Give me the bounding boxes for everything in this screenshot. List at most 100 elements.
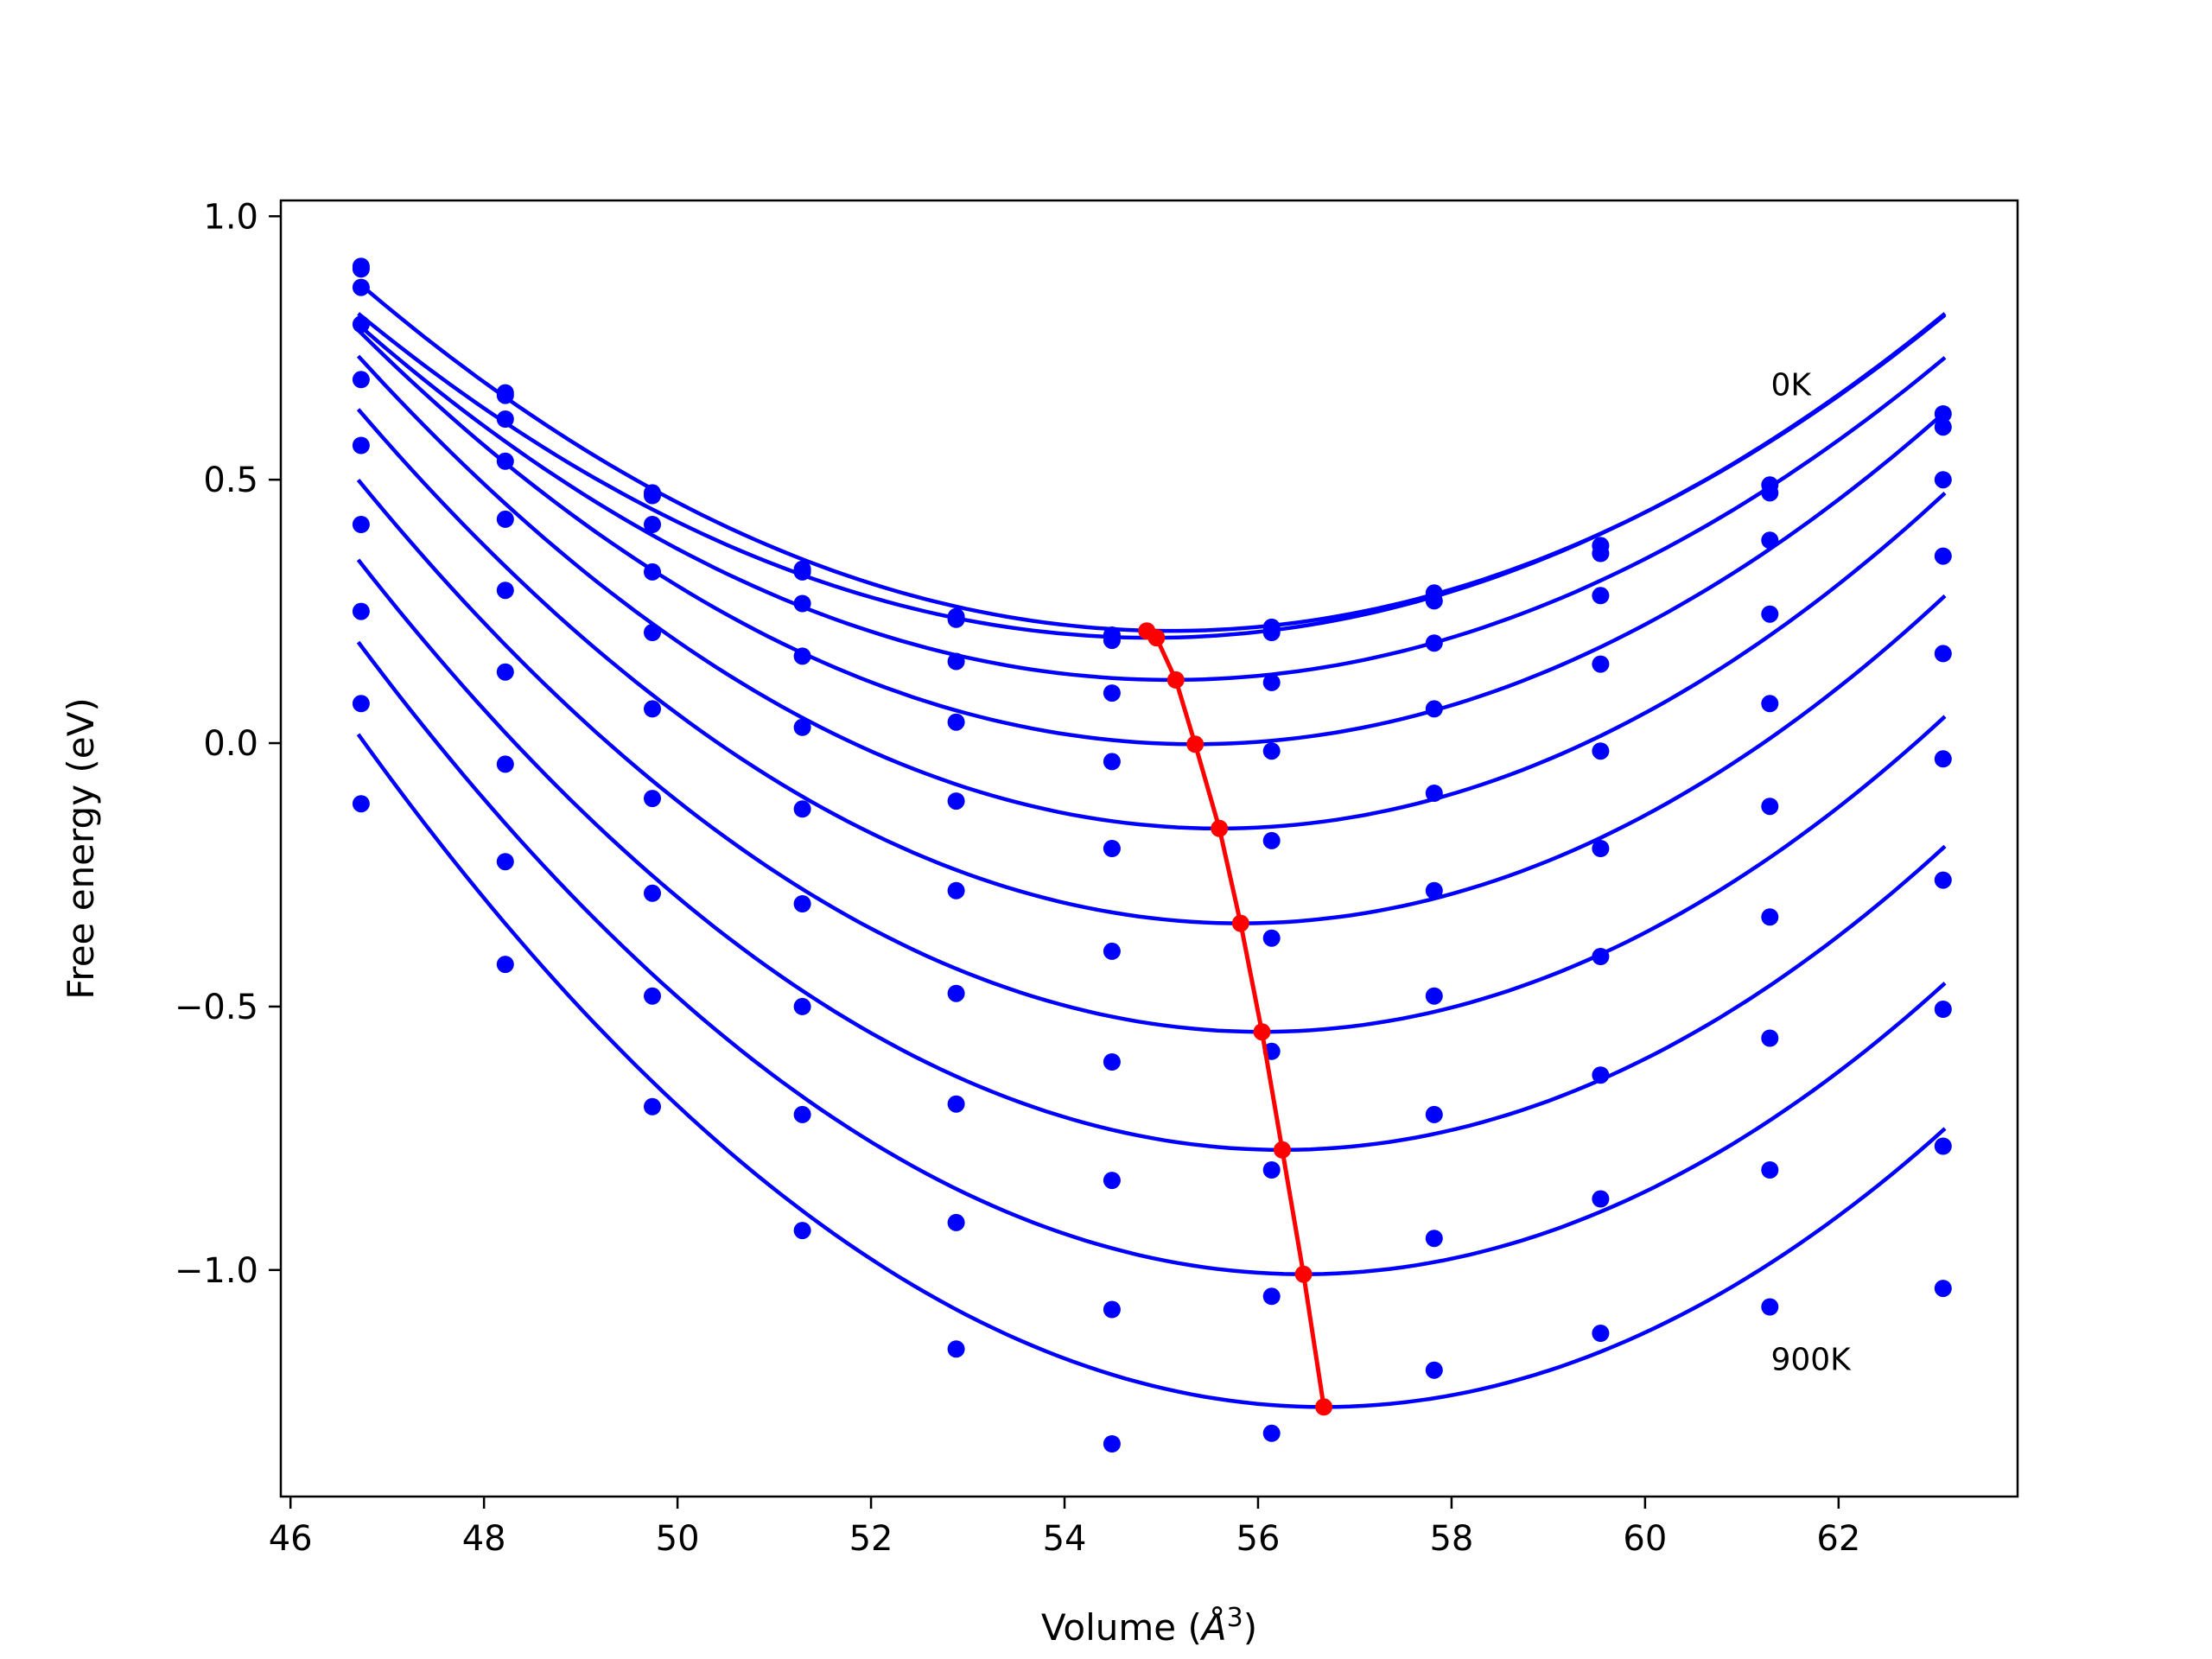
data-point-s8-7 — [1425, 1230, 1443, 1248]
data-point-s3-5 — [1103, 753, 1121, 771]
data-point-s3-10 — [1934, 547, 1952, 565]
x-tick-label-52: 52 — [849, 1519, 893, 1559]
data-point-s5-5 — [1103, 942, 1121, 960]
data-point-s5-4 — [947, 881, 965, 899]
data-point-s6-5 — [1103, 1053, 1121, 1071]
x-tick-label-46: 46 — [269, 1519, 313, 1559]
minimum-point-1 — [1147, 629, 1166, 647]
data-point-s7-0 — [352, 602, 370, 620]
data-point-s5-9 — [1761, 798, 1779, 816]
data-point-s1-9 — [1761, 484, 1779, 502]
data-point-s3-6 — [1262, 742, 1281, 760]
data-point-s6-10 — [1934, 871, 1952, 889]
data-point-s1-4 — [947, 610, 965, 628]
data-point-s6-9 — [1761, 908, 1779, 926]
data-point-s2-5 — [1103, 684, 1121, 702]
data-point-s4-5 — [1103, 840, 1121, 857]
data-point-s6-1 — [496, 663, 514, 681]
data-point-s8-6 — [1262, 1287, 1281, 1306]
data-point-s2-3 — [793, 594, 811, 613]
data-point-s9-5 — [1103, 1435, 1121, 1452]
data-point-s8-2 — [644, 987, 661, 1005]
data-point-s1-1 — [496, 386, 514, 404]
data-point-s2-2 — [644, 516, 661, 533]
data-point-s7-5 — [1103, 1172, 1121, 1190]
fit-curve-4 — [356, 354, 1947, 831]
data-point-s4-1 — [496, 510, 514, 528]
data-point-s4-4 — [947, 792, 965, 810]
fit-curve-3 — [357, 328, 1947, 747]
data-point-s6-8 — [1592, 948, 1610, 965]
minimum-point-7 — [1274, 1141, 1291, 1159]
y-axis-label: Free energy (eV) — [60, 697, 102, 1000]
data-point-s9-6 — [1262, 1424, 1281, 1442]
y-axis-ticks: 1.0 0.5 0.0 −0.5 −1.0 — [175, 197, 281, 1291]
data-point-s2-6 — [1262, 673, 1281, 691]
data-point-s2-9 — [1761, 531, 1779, 550]
x-tick-label-58: 58 — [1429, 1519, 1473, 1559]
y-tick-label-1: 0.5 — [203, 461, 258, 500]
data-point-s3-8 — [1592, 655, 1610, 673]
data-point-s5-10 — [1934, 750, 1952, 768]
x-tick-label-50: 50 — [656, 1519, 700, 1559]
data-point-s8-3 — [793, 1105, 811, 1123]
data-point-s1-3 — [793, 563, 811, 581]
y-tick-label-4: −1.0 — [175, 1251, 258, 1291]
x-tick-label-56: 56 — [1236, 1519, 1281, 1559]
data-point-s7-4 — [947, 1095, 965, 1113]
data-point-s3-0 — [352, 315, 370, 334]
data-point-s7-1 — [496, 755, 514, 773]
data-point-s6-7 — [1425, 987, 1443, 1005]
fit-curve-2 — [357, 322, 1947, 683]
data-point-s5-2 — [644, 700, 661, 718]
minimum-point-9 — [1315, 1398, 1333, 1416]
data-point-s3-1 — [496, 452, 514, 470]
y-tick-label-2: 0.0 — [203, 724, 258, 764]
fit-curve-6 — [356, 478, 1947, 1034]
data-point-s7-6 — [1262, 1161, 1281, 1179]
data-point-s9-2 — [644, 1097, 661, 1116]
minimum-point-3 — [1186, 735, 1205, 753]
minimum-point-5 — [1231, 914, 1249, 932]
data-point-s1-7 — [1425, 592, 1443, 610]
minimum-path — [1138, 622, 1333, 1416]
data-point-s4-6 — [1262, 831, 1281, 849]
plot-frame — [279, 199, 2019, 1498]
x-tick-label-60: 60 — [1623, 1519, 1667, 1559]
data-point-s7-3 — [793, 997, 811, 1015]
x-axis-label: Volume (Å3) — [1041, 1603, 1257, 1649]
data-point-s4-3 — [793, 718, 811, 736]
data-point-s4-10 — [1934, 645, 1952, 663]
data-point-s6-3 — [793, 895, 811, 912]
fit-curve-5 — [356, 408, 1947, 925]
data-point-s4-7 — [1425, 785, 1443, 802]
data-point-s9-0 — [352, 795, 370, 813]
data-point-s8-8 — [1592, 1190, 1610, 1208]
annotation-0: 0K — [1770, 368, 1812, 404]
minimum-point-4 — [1211, 819, 1229, 837]
y-tick-label-3: −0.5 — [175, 988, 258, 1027]
data-point-s5-7 — [1425, 881, 1443, 899]
data-point-s9-8 — [1592, 1325, 1610, 1342]
data-point-s2-10 — [1934, 471, 1952, 489]
minimum-point-8 — [1294, 1265, 1313, 1283]
data-point-s8-4 — [947, 1213, 965, 1231]
data-point-s4-9 — [1761, 695, 1779, 713]
data-point-s9-3 — [793, 1222, 811, 1240]
data-point-s9-10 — [1934, 1280, 1952, 1298]
data-point-s7-10 — [1934, 1001, 1952, 1018]
data-point-s5-0 — [352, 436, 370, 454]
x-tick-label-48: 48 — [462, 1519, 506, 1559]
data-point-s2-0 — [352, 278, 370, 296]
data-point-s3-3 — [793, 647, 811, 665]
data-point-s3-4 — [947, 713, 965, 731]
data-point-s2-8 — [1592, 587, 1610, 605]
data-point-s9-4 — [947, 1340, 965, 1358]
data-points — [352, 257, 1952, 1452]
data-point-s8-9 — [1761, 1161, 1779, 1179]
data-point-s1-5 — [1103, 632, 1121, 650]
minimum-point-6 — [1253, 1023, 1271, 1041]
data-point-s1-2 — [644, 486, 661, 505]
